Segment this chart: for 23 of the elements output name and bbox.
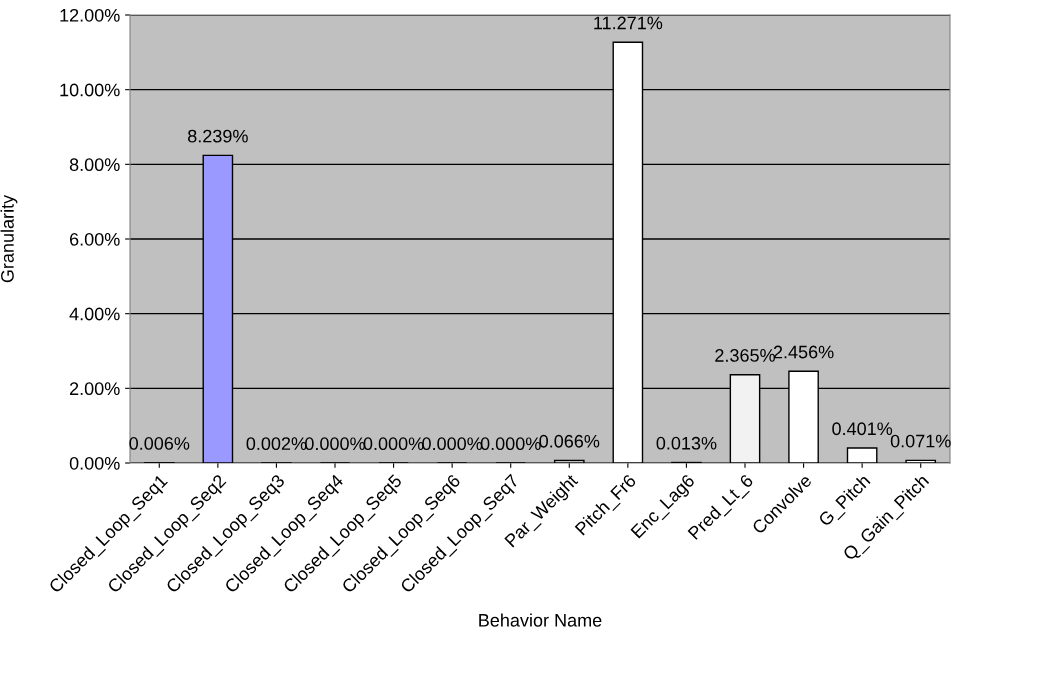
- data-label: 0.002%: [246, 437, 307, 451]
- data-label: 0.000%: [363, 437, 424, 451]
- data-label: 2.456%: [773, 345, 834, 359]
- x-axis-title: Behavior Name: [479, 613, 602, 627]
- data-label: 0.000%: [480, 437, 541, 451]
- y-tick-label: 12.00%: [60, 8, 120, 22]
- y-tick-label: 0.00%: [69, 456, 120, 470]
- data-label: 0.000%: [422, 437, 483, 451]
- y-tick-label: 8.00%: [69, 158, 120, 172]
- data-label: 0.401%: [832, 422, 893, 436]
- data-label: 0.066%: [539, 434, 600, 448]
- data-label: 0.013%: [656, 436, 717, 450]
- data-label: 2.365%: [715, 349, 775, 362]
- data-label: 11.271%: [594, 16, 663, 30]
- y-tick-label: 6.00%: [70, 232, 120, 246]
- data-label: 0.006%: [129, 437, 190, 450]
- y-tick-label: 2.00%: [69, 382, 120, 396]
- data-label: 0.000%: [305, 437, 365, 451]
- y-tick-label: 10.00%: [60, 83, 120, 97]
- data-label: 8.239%: [188, 129, 248, 143]
- y-axis-title: Granularity: [0, 194, 18, 283]
- y-tick-label: 4.00%: [69, 307, 120, 321]
- data-label: 0.071%: [890, 434, 951, 448]
